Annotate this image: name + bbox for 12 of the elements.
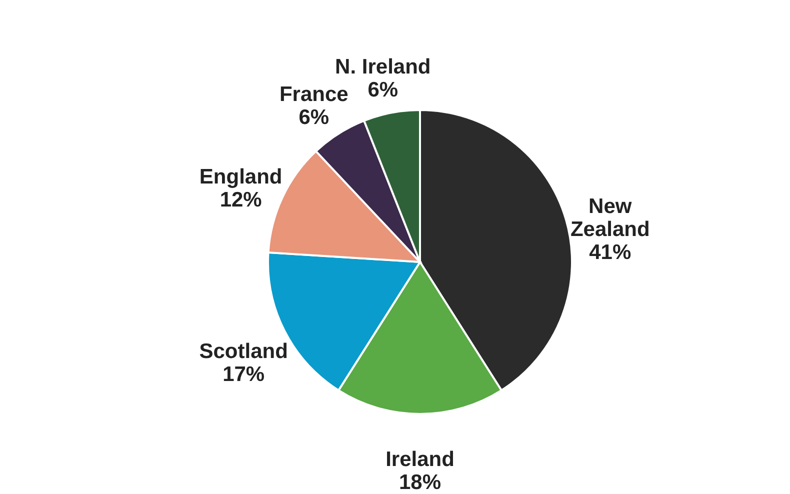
- data-label: 18%: [398, 471, 442, 494]
- slice-label: Scotland: [199, 340, 288, 363]
- data-label: 17%: [222, 362, 265, 386]
- data-label: 41%: [589, 240, 632, 264]
- slice-label: France: [279, 82, 348, 106]
- slice-label: Ireland: [386, 448, 454, 471]
- slice-label: N. Ireland: [335, 56, 431, 79]
- slice-label: New Zealand: [570, 194, 650, 241]
- data-label: 6%: [368, 78, 398, 102]
- slice-label: England: [199, 166, 282, 189]
- data-label: 6%: [298, 106, 330, 129]
- data-label: 12%: [220, 188, 262, 212]
